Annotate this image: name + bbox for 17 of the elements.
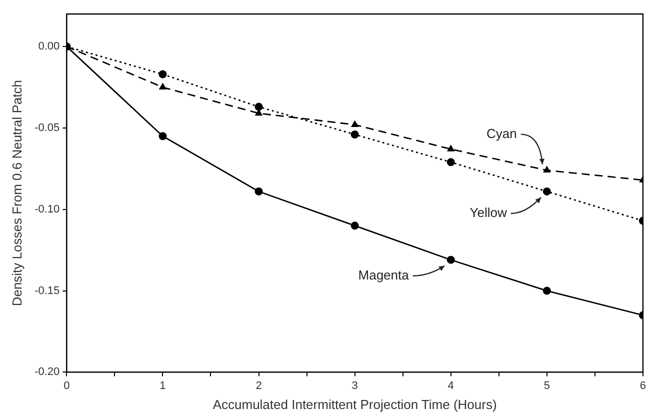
series-label: Yellow xyxy=(470,205,508,220)
x-tick-label: 2 xyxy=(256,380,262,392)
x-axis-title: Accumulated Intermittent Projection Time (Hours) xyxy=(212,396,497,412)
x-tick-label: 6 xyxy=(640,380,646,392)
x-tick-label: 5 xyxy=(544,380,550,392)
y-tick-label: -0.05 xyxy=(34,122,60,134)
x-tick-label: 4 xyxy=(448,380,454,392)
y-tick-label: -0.20 xyxy=(34,366,60,378)
y-tick-label: -0.10 xyxy=(34,203,60,216)
x-tick-label: 1 xyxy=(160,380,166,392)
y-tick-label: -0.15 xyxy=(34,284,60,297)
x-tick-label: 3 xyxy=(352,380,358,392)
series-label: Cyan xyxy=(486,126,517,141)
y-tick-label: 0.00 xyxy=(38,40,60,53)
series-label: Magenta xyxy=(358,267,410,282)
y-axis-title: Density Losses From 0.6 Neutral Patch xyxy=(9,80,24,306)
x-tick-label: 0 xyxy=(64,380,70,392)
